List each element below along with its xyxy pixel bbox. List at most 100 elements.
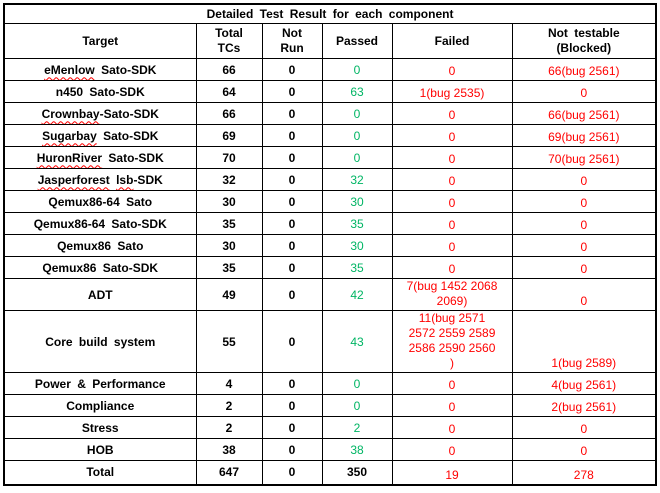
data-row: ADT 49 0 42 7(bug 1452 2068 2069) 0 [3, 278, 657, 311]
not-testable-cell: 4(bug 2561) [511, 372, 657, 395]
passed-cell: 32 [321, 168, 393, 191]
not-run-cell: 0 [261, 80, 323, 103]
not-run-cell: 0 [261, 394, 323, 417]
not-testable-cell: 70(bug 2561) [511, 146, 657, 169]
failed-cell: 0 [391, 394, 513, 417]
passed-cell: 42 [321, 278, 393, 311]
target-label: Power & Performance [34, 376, 166, 391]
not-run-cell: 0 [261, 102, 323, 125]
total-tcs-cell: 30 [195, 234, 263, 257]
not-run-cell: 0 [261, 234, 323, 257]
failed-cell: 0 [391, 102, 513, 125]
total-tcs-cell: 32 [195, 168, 263, 191]
total-tcs-cell: 2 [195, 416, 263, 439]
failed-cell: 0 [391, 168, 513, 191]
not-run-cell: 0 [261, 438, 323, 461]
misspelled-word: Jasperforest [37, 172, 110, 187]
target-cell: Jasperforest lsb-SDK [3, 168, 197, 191]
misspelled-word: eMenlow [44, 62, 95, 77]
not-run-cell: 0 [261, 146, 323, 169]
data-row: Qemux86 Sato-SDK 35 0 35 0 0 [3, 256, 657, 279]
passed-cell: 35 [321, 212, 393, 235]
total-tcs-cell: 66 [195, 102, 263, 125]
table-body: eMenlow Sato-SDK 66 0 0 0 66(bug 2561) n450 Sa… [3, 58, 657, 485]
target-label: ADT [87, 287, 113, 302]
failed-cell: 0 [391, 416, 513, 439]
column-header-not-run: Not Run [261, 23, 323, 59]
misspelled-word: HuronRiver [36, 150, 103, 165]
target-cell: eMenlow Sato-SDK [3, 58, 197, 81]
not-testable-cell: 0 [511, 234, 657, 257]
not-run-cell: 0 [261, 460, 323, 485]
not-testable-cell: 66(bug 2561) [511, 102, 657, 125]
target-cell: Core build system [3, 310, 197, 373]
not-run-cell: 0 [261, 278, 323, 311]
failed-cell: 0 [391, 190, 513, 213]
data-row: Qemux86 Sato 30 0 30 0 0 [3, 234, 657, 257]
failed-cell: 11(bug 2571 2572 2559 2589 2586 2590 256… [391, 310, 513, 373]
passed-cell: 0 [321, 124, 393, 147]
target-cell: Crownbay-Sato-SDK [3, 102, 197, 125]
failed-cell: 0 [391, 438, 513, 461]
not-run-cell: 0 [261, 58, 323, 81]
passed-cell: 350 [321, 460, 393, 485]
target-label: Total [86, 465, 115, 480]
data-row: Qemux86-64 Sato 30 0 30 0 0 [3, 190, 657, 213]
target-cell: Qemux86-64 Sato-SDK [3, 212, 197, 235]
not-testable-cell: 69(bug 2561) [511, 124, 657, 147]
passed-cell: 43 [321, 310, 393, 373]
failed-cell: 0 [391, 58, 513, 81]
not-run-cell: 0 [261, 256, 323, 279]
data-row: HuronRiver Sato-SDK 70 0 0 0 70(bug 2561) [3, 146, 657, 169]
passed-cell: 0 [321, 372, 393, 395]
not-run-cell: 0 [261, 416, 323, 439]
data-row: HOB 38 0 38 0 0 [3, 438, 657, 461]
total-tcs-cell: 38 [195, 438, 263, 461]
not-testable-cell: 0 [511, 168, 657, 191]
passed-cell: 63 [321, 80, 393, 103]
data-row: Sugarbay Sato-SDK 69 0 0 0 69(bug 2561) [3, 124, 657, 147]
not-testable-cell: 0 [511, 278, 657, 311]
not-testable-cell: 1(bug 2589) [511, 310, 657, 373]
total-tcs-cell: 30 [195, 190, 263, 213]
passed-cell: 35 [321, 256, 393, 279]
total-tcs-cell: 35 [195, 256, 263, 279]
target-label: Sato-SDK [94, 62, 157, 77]
passed-cell: 0 [321, 102, 393, 125]
not-testable-cell: 0 [511, 256, 657, 279]
failed-cell: 0 [391, 146, 513, 169]
total-tcs-cell: 647 [195, 460, 263, 485]
total-tcs-cell: 66 [195, 58, 263, 81]
target-label: Qemux86-64 Sato [48, 194, 153, 209]
data-row: Core build system 55 0 43 11(bug 2571 2572 2… [3, 310, 657, 373]
total-tcs-cell: 70 [195, 146, 263, 169]
target-label: Sato-SDK [96, 128, 159, 143]
not-run-cell: 0 [261, 212, 323, 235]
target-label: Qemux86 Sato [57, 238, 144, 253]
total-tcs-cell: 4 [195, 372, 263, 395]
column-header-failed: Failed [391, 23, 513, 59]
not-testable-cell: 0 [511, 416, 657, 439]
passed-cell: 30 [321, 190, 393, 213]
target-cell: HOB [3, 438, 197, 461]
data-row: eMenlow Sato-SDK 66 0 0 0 66(bug 2561) [3, 58, 657, 81]
total-tcs-cell: 64 [195, 80, 263, 103]
target-cell: HuronRiver Sato-SDK [3, 146, 197, 169]
target-cell: Qemux86 Sato-SDK [3, 256, 197, 279]
total-tcs-cell: 69 [195, 124, 263, 147]
not-run-cell: 0 [261, 372, 323, 395]
passed-cell: 2 [321, 416, 393, 439]
data-row: Power & Performance 4 0 0 0 4(bug 2561) [3, 372, 657, 395]
not-run-cell: 0 [261, 310, 323, 373]
target-cell: Compliance [3, 394, 197, 417]
data-row: Crownbay-Sato-SDK 66 0 0 0 66(bug 2561) [3, 102, 657, 125]
data-row: Qemux86-64 Sato-SDK 35 0 35 0 0 [3, 212, 657, 235]
failed-cell: 0 [391, 372, 513, 395]
passed-cell: 30 [321, 234, 393, 257]
not-testable-cell: 66(bug 2561) [511, 58, 657, 81]
failed-cell: 0 [391, 256, 513, 279]
data-row: n450 Sato-SDK 64 0 63 1(bug 2535) 0 [3, 80, 657, 103]
data-row: Jasperforest lsb-SDK 32 0 32 0 0 [3, 168, 657, 191]
misspelled-word: lsb [116, 172, 134, 187]
not-testable-cell: 0 [511, 190, 657, 213]
